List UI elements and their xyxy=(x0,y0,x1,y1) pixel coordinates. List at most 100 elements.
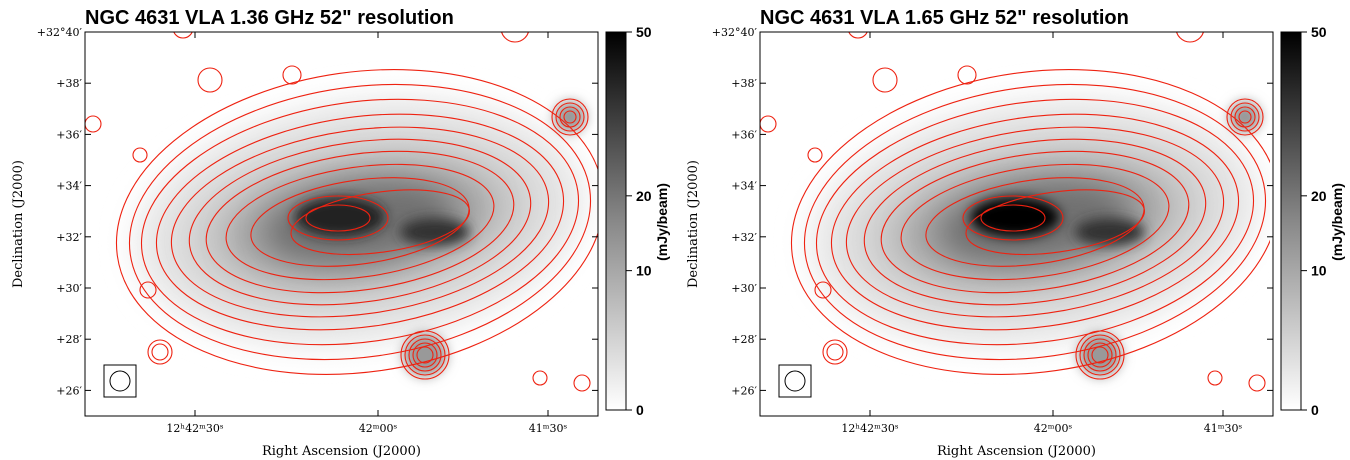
beam-box xyxy=(778,364,812,398)
core xyxy=(295,197,385,237)
contour xyxy=(155,113,565,331)
dec-tick-label: +32°40′ xyxy=(712,26,758,39)
contour xyxy=(1075,330,1125,380)
contour xyxy=(760,115,777,133)
contour xyxy=(551,98,589,136)
contour xyxy=(1207,370,1223,386)
dec-tick-label: +26′ xyxy=(731,384,757,397)
contour xyxy=(132,147,148,163)
contour xyxy=(85,115,102,133)
colorbar-label: (mJy/beam) xyxy=(654,183,670,261)
contour xyxy=(872,67,898,93)
contour xyxy=(400,330,450,380)
point-source xyxy=(1078,333,1122,377)
contour xyxy=(863,138,1207,306)
colorbar-tick-label: 0 xyxy=(1311,402,1319,418)
contour xyxy=(807,147,823,163)
contour xyxy=(900,163,1170,281)
panel-title: NGC 4631 VLA 1.36 GHz 52" resolution xyxy=(85,7,454,29)
panel: +32°40′ +38′ +36′ +34′ +32′ +30′ +28′ +26′ 12ʰ42… xyxy=(11,7,670,459)
x-axis-label: Right Ascension (J2000) xyxy=(937,444,1096,459)
contour xyxy=(1226,98,1264,136)
core xyxy=(1075,218,1145,246)
dec-tick-label: +32′ xyxy=(731,231,757,244)
contour xyxy=(404,334,446,376)
contour xyxy=(957,65,977,85)
ra-tick-label: 41ᵐ30ˢ xyxy=(1204,422,1243,435)
contour xyxy=(826,343,844,361)
dec-tick-label: +26′ xyxy=(56,384,82,397)
contour xyxy=(845,126,1225,318)
dec-tick-label: +32′ xyxy=(56,231,82,244)
y-axis-label: Declination (J2000) xyxy=(11,160,26,288)
colorbar-tick-label: 10 xyxy=(636,263,652,279)
colorbar-tick-label: 50 xyxy=(1311,24,1327,40)
contour xyxy=(532,370,548,386)
contour xyxy=(151,343,169,361)
contour xyxy=(225,163,495,281)
contour xyxy=(962,195,1064,241)
radio-map xyxy=(760,32,1270,416)
contour xyxy=(147,339,173,365)
contour xyxy=(563,110,577,124)
contour xyxy=(1083,338,1117,372)
contour xyxy=(555,102,585,132)
contour xyxy=(173,32,193,39)
contour xyxy=(803,83,1267,361)
contour xyxy=(416,346,434,364)
panel: +32°40′ +38′ +36′ +34′ +32′ +30′ +28′ +26′ 12ʰ42… xyxy=(686,7,1345,459)
colorbar-tick-label: 0 xyxy=(636,402,644,418)
ra-tick-label: 42ᵐ00ˢ xyxy=(359,422,398,435)
contour xyxy=(115,69,598,375)
contour xyxy=(880,150,1190,294)
frame xyxy=(84,31,599,417)
dec-tick-label: +38′ xyxy=(56,77,82,90)
contour xyxy=(1248,374,1266,392)
contour xyxy=(848,32,868,39)
contour xyxy=(1234,106,1256,128)
contours xyxy=(85,32,598,392)
colorbar xyxy=(1280,31,1302,411)
contour xyxy=(980,204,1046,232)
beam xyxy=(784,370,806,392)
y-axis-label: Declination (J2000) xyxy=(686,160,701,288)
contour xyxy=(139,281,157,299)
contour xyxy=(1238,110,1252,124)
colorbar-tick-label: 20 xyxy=(1311,188,1327,204)
colorbar xyxy=(605,31,627,411)
contour xyxy=(830,113,1240,331)
colorbar-tick-label: 20 xyxy=(636,188,652,204)
colorbar-tick-label: 10 xyxy=(1311,263,1327,279)
contour xyxy=(573,374,591,392)
point-source xyxy=(554,101,586,133)
contour xyxy=(559,106,581,128)
contour xyxy=(814,281,832,299)
dec-tick-label: +30′ xyxy=(731,282,757,295)
contour xyxy=(170,126,550,318)
contour xyxy=(1176,32,1204,43)
dec-tick-label: +28′ xyxy=(731,333,757,346)
contour xyxy=(501,32,529,43)
ra-tick-label: 41ᵐ30ˢ xyxy=(529,422,568,435)
contour xyxy=(282,65,302,85)
contour xyxy=(790,69,1270,375)
contour xyxy=(1230,102,1260,132)
frame xyxy=(759,31,1274,417)
x-axis-label: Right Ascension (J2000) xyxy=(262,444,421,459)
dec-tick-label: +28′ xyxy=(56,333,82,346)
radio-map xyxy=(85,32,598,416)
core xyxy=(970,197,1060,237)
contour xyxy=(305,204,371,232)
contour xyxy=(965,189,1145,255)
dec-tick-label: +36′ xyxy=(731,128,757,141)
core xyxy=(400,218,470,246)
colorbar-label: (mJy/beam) xyxy=(1329,183,1345,261)
point-source xyxy=(1229,101,1261,133)
contour xyxy=(205,150,515,294)
ra-tick-label: 42ᵐ00ˢ xyxy=(1034,422,1073,435)
colorbar-tick-label: 50 xyxy=(636,24,652,40)
dec-tick-label: +36′ xyxy=(56,128,82,141)
dec-tick-label: +32°40′ xyxy=(37,26,83,39)
contour xyxy=(1079,334,1121,376)
contour xyxy=(128,83,592,361)
